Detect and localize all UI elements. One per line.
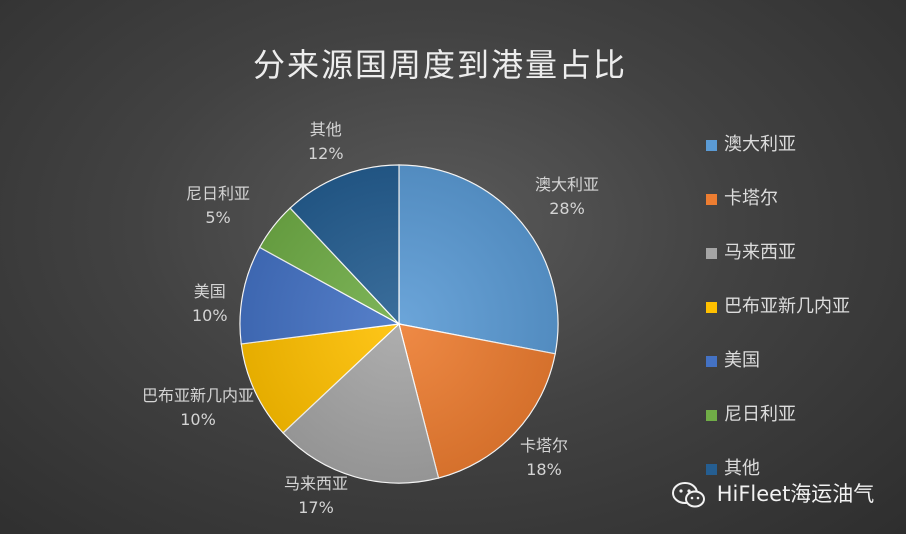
legend-label: 美国 <box>724 350 760 371</box>
slice-label: 澳大利亚 28% <box>535 173 599 221</box>
watermark-text: HiFleet海运油气 <box>716 482 875 506</box>
slice-label-category: 巴布亚新几内亚 <box>142 386 255 405</box>
slice-label: 美国 10% <box>192 280 228 328</box>
legend-swatch <box>706 464 717 475</box>
slice-label: 其他 12% <box>308 118 344 166</box>
legend-swatch <box>706 140 717 151</box>
slice-label-value: 12% <box>308 144 344 163</box>
wechat-icon <box>672 482 717 508</box>
slice-label-category: 马来西亚 <box>284 474 349 493</box>
slice-label-value: 28% <box>549 199 585 218</box>
legend-label: 卡塔尔 <box>724 188 778 209</box>
slice-label-category: 澳大利亚 <box>535 175 600 194</box>
slice-label: 卡塔尔 18% <box>520 434 568 482</box>
slice-label-value: 5% <box>205 208 231 227</box>
legend-swatch <box>706 302 717 313</box>
slice-label: 马来西亚 17% <box>284 472 348 520</box>
chart-title: 分来源国周度到港量占比 <box>252 46 627 84</box>
slice-label-value: 17% <box>298 498 334 517</box>
legend-swatch <box>706 356 717 367</box>
legend-label: 马来西亚 <box>724 242 796 263</box>
slice-label-category: 尼日利亚 <box>186 184 251 203</box>
watermark: HiFleet海运油气 <box>672 478 874 509</box>
slice-label-value: 10% <box>180 410 216 429</box>
slice-label-category: 卡塔尔 <box>520 436 569 455</box>
legend-label: 尼日利亚 <box>724 404 796 425</box>
legend-swatch <box>706 410 717 421</box>
slice-label-value: 10% <box>192 306 228 325</box>
slice-label-value: 18% <box>526 460 562 479</box>
legend-swatch <box>706 194 717 205</box>
slice-label: 尼日利亚 5% <box>186 182 250 230</box>
slice-label: 巴布亚新几内亚 10% <box>142 384 254 432</box>
slice-label-category: 其他 <box>309 120 342 139</box>
legend-label: 其他 <box>724 458 760 479</box>
slice-label-category: 美国 <box>193 282 226 301</box>
legend-swatch <box>706 248 717 259</box>
legend-label: 巴布亚新几内亚 <box>724 296 850 317</box>
legend-label: 澳大利亚 <box>724 134 796 155</box>
